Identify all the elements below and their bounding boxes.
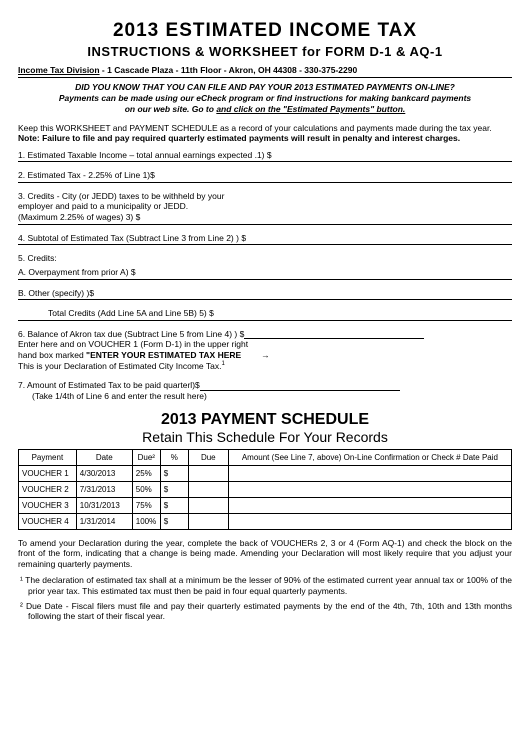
notice-box: DID YOU KNOW THAT YOU CAN FILE AND PAY Y… xyxy=(26,82,504,115)
col-amount: Amount (See Line 7, above) On-Line Confi… xyxy=(228,449,511,465)
col-dueamt: Due xyxy=(188,449,228,465)
col-due: Due² xyxy=(132,449,160,465)
line-7: 7. Amount of Estimated Tax to be paid qu… xyxy=(18,380,512,402)
line-2: 2. Estimated Tax - 2.25% of Line 1)$ xyxy=(18,170,512,183)
line-3: 3. Credits - City (or JEDD) taxes to be … xyxy=(18,191,512,225)
amend-text: To amend your Declaration during the yea… xyxy=(18,538,512,570)
table-row: VOUCHER 3 10/31/2013 75% $ xyxy=(19,497,512,513)
table-row: VOUCHER 4 1/31/2014 100% $ xyxy=(19,513,512,529)
col-date: Date xyxy=(76,449,132,465)
table-row: VOUCHER 1 4/30/2013 25% $ xyxy=(19,465,512,481)
schedule-title: 2013 PAYMENT SCHEDULE xyxy=(18,411,512,429)
footnote-2: ² Due Date - Fiscal filers must file and… xyxy=(18,601,512,622)
arrow-icon: → xyxy=(261,350,270,361)
notice-l2: Payments can be made using our eCheck pr… xyxy=(26,93,504,104)
line-5-total: Total Credits (Add Line 5A and Line 5B) … xyxy=(18,308,512,321)
footnote-1: ¹ The declaration of estimated tax shall… xyxy=(18,575,512,596)
division-label: Income Tax Division xyxy=(18,65,100,75)
line-5b: B. Other (specify) )$ xyxy=(18,288,512,301)
line-5a: A. Overpayment from prior A) $ xyxy=(18,267,512,280)
line-4: 4. Subtotal of Estimated Tax (Subtract L… xyxy=(18,233,512,246)
notice-l1: DID YOU KNOW THAT YOU CAN FILE AND PAY Y… xyxy=(26,82,504,93)
payment-schedule-table: Payment Date Due² % Due Amount (See Line… xyxy=(18,449,512,530)
notice-link: and click on the "Estimated Payments" bu… xyxy=(216,104,405,114)
main-title: 2013 ESTIMATED INCOME TAX xyxy=(18,20,512,42)
schedule-sub: Retain This Schedule For Your Records xyxy=(18,429,512,445)
line-5-label: 5. Credits: xyxy=(18,253,512,265)
notice-l3: on our web site. Go to and click on the … xyxy=(26,104,504,115)
table-row: VOUCHER 2 7/31/2013 50% $ xyxy=(19,481,512,497)
table-header-row: Payment Date Due² % Due Amount (See Line… xyxy=(19,449,512,465)
contact-rest: - 1 Cascade Plaza - 11th Floor - Akron, … xyxy=(100,65,358,75)
line-1: 1. Estimated Taxable Income – total annu… xyxy=(18,150,512,163)
col-payment: Payment xyxy=(19,449,77,465)
line-6: 6. Balance of Akron tax due (Subtract Li… xyxy=(18,329,512,373)
intro-text: Keep this WORKSHEET and PAYMENT SCHEDULE… xyxy=(18,123,512,143)
sub-title: INSTRUCTIONS & WORKSHEET for FORM D-1 & … xyxy=(18,44,512,59)
col-pct: % xyxy=(160,449,188,465)
contact-line: Income Tax Division - 1 Cascade Plaza - … xyxy=(18,65,512,78)
